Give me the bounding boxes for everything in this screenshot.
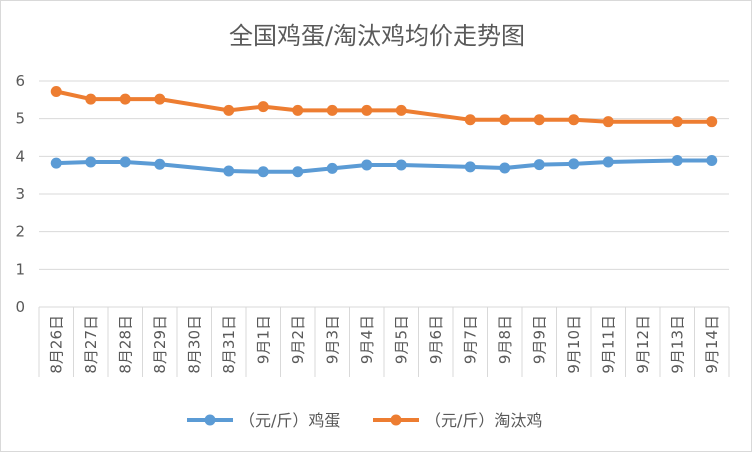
x-tick-label: 9月6日 [427,315,445,364]
x-tick-label: 9月12日 [634,315,652,374]
x-tick-label: 9月7日 [461,315,479,364]
series-culled-hen [50,86,718,128]
grid [38,80,730,377]
data-point [706,154,718,166]
x-tick-label: 9月3日 [323,315,341,364]
x-tick-label: 9月14日 [703,315,721,374]
x-tick-label: 8月28日 [116,315,134,374]
legend-swatch-marker [390,414,402,426]
data-point [223,104,235,116]
data-point [671,116,683,128]
y-tick-label: 2 [15,223,25,241]
data-point [533,114,545,126]
data-point [602,156,614,168]
chart-title: 全国鸡蛋/淘汰鸡均价走势图 [229,22,525,50]
data-point [223,165,235,177]
x-tick-label: 9月4日 [358,315,376,364]
data-point [119,93,131,105]
y-tick-label: 6 [15,72,25,90]
data-point [119,156,131,168]
data-point [533,159,545,171]
y-tick-label: 1 [15,260,25,278]
series-egg [50,154,718,178]
x-tick-label: 9月9日 [530,315,548,364]
x-axis-labels: 8月26日 8月27日 8月28日 8月29日 8月30日 8月31日 9月1日 9月2日 9月… [47,315,721,374]
x-tick-label: 8月29日 [151,315,169,374]
x-tick-label: 9月10日 [565,315,583,374]
x-tick-label: 8月30日 [185,315,203,374]
data-point [568,114,580,126]
data-point [671,154,683,166]
y-tick-label: 5 [15,110,25,128]
data-point [154,158,166,170]
y-tick-label: 4 [15,147,25,165]
legend-item: （元/斤）淘汰鸡 [373,411,542,430]
data-point [85,156,97,168]
y-tick-label: 0 [15,298,25,316]
data-point [50,157,62,169]
x-tick-label: 8月31日 [220,315,238,374]
data-point [292,166,304,178]
x-tick-label: 9月2日 [289,315,307,364]
legend-item: （元/斤）鸡蛋 [187,411,340,430]
data-point [395,159,407,171]
legend: （元/斤）鸡蛋 （元/斤）淘汰鸡 [187,411,542,430]
data-point [464,161,476,173]
data-point [602,116,614,128]
legend-label: （元/斤）淘汰鸡 [425,411,542,430]
x-tick-label: 8月26日 [47,315,65,374]
data-point [326,162,338,174]
x-tick-label: 9月8日 [496,315,514,364]
data-point [257,166,269,178]
legend-swatch-marker [204,414,216,426]
data-point [257,101,269,113]
x-tick-label: 8月27日 [82,315,100,374]
legend-label: （元/斤）鸡蛋 [239,411,340,430]
y-axis-labels: 0 1 2 3 4 5 6 [15,72,25,316]
data-point [706,116,718,128]
x-tick-label: 9月5日 [392,315,410,364]
data-point [361,104,373,116]
data-point [85,93,97,105]
data-point [292,104,304,116]
x-tick-label: 9月11日 [599,315,617,374]
x-tick-label: 9月1日 [254,315,272,364]
data-point [395,104,407,116]
data-point [499,162,511,174]
data-point [499,114,511,126]
series-lines [50,86,718,178]
data-point [568,158,580,170]
x-tick-label: 9月13日 [668,315,686,374]
y-tick-label: 3 [15,185,25,203]
series-line [55,89,712,124]
data-point [361,159,373,171]
data-point [464,114,476,126]
data-point [154,93,166,105]
data-point [326,104,338,116]
data-point [50,86,62,98]
